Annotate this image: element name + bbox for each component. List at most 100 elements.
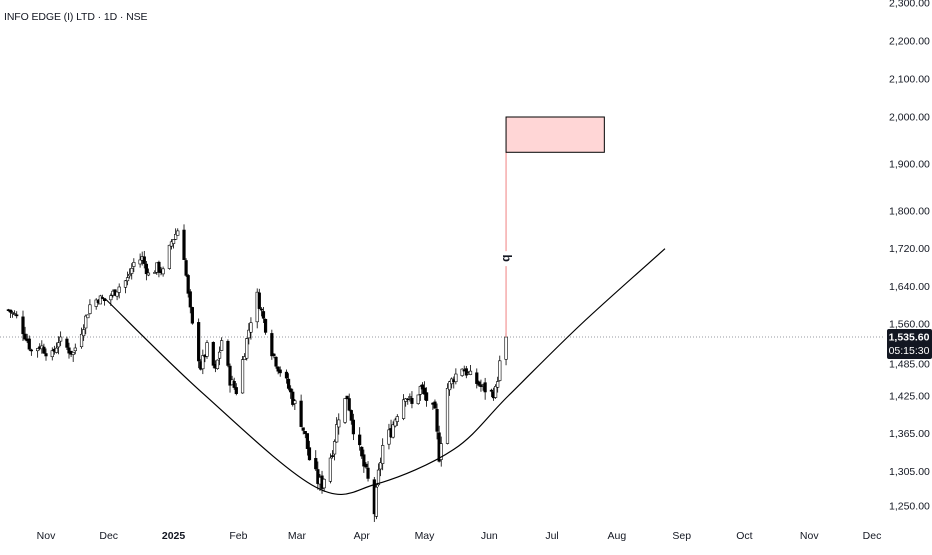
candle-down xyxy=(182,229,186,260)
y-tick-label: 1,900.00 xyxy=(889,159,930,171)
candle-up xyxy=(460,368,464,376)
candle-up xyxy=(79,333,84,348)
candle-up xyxy=(73,347,77,352)
candle-up xyxy=(161,268,165,275)
candle-down xyxy=(29,349,33,352)
candle-up xyxy=(215,359,220,369)
candle-up xyxy=(130,268,134,274)
label-bg xyxy=(500,251,513,267)
candle-down xyxy=(420,384,425,390)
candle-up xyxy=(82,329,86,337)
candle-up xyxy=(498,360,502,381)
candle-down xyxy=(186,275,190,294)
candle-down xyxy=(489,389,494,392)
candle-up xyxy=(408,396,412,398)
candle-down xyxy=(435,409,439,432)
candle-up xyxy=(125,277,130,282)
candle-down xyxy=(406,398,410,401)
candle-up xyxy=(109,295,113,301)
candle-up xyxy=(439,443,443,460)
candle-down xyxy=(27,338,31,350)
candle-up xyxy=(115,291,119,297)
y-tick-label: 2,300.00 xyxy=(889,0,930,10)
candle-up xyxy=(153,272,157,274)
candle-up xyxy=(322,478,326,489)
candle-up xyxy=(123,280,128,288)
candle-down xyxy=(362,454,366,467)
candle-up xyxy=(128,273,132,277)
candle-up xyxy=(447,381,452,391)
candle-down xyxy=(188,291,192,308)
x-tick-label: Jun xyxy=(481,530,498,542)
candle-down xyxy=(23,333,27,340)
candle-up xyxy=(171,239,176,244)
candle-down xyxy=(21,316,25,335)
candle-down xyxy=(301,427,305,431)
candle-down xyxy=(475,372,479,384)
candle-up xyxy=(504,336,508,360)
candle-down xyxy=(422,387,427,395)
candle-up xyxy=(328,457,332,482)
candle-up xyxy=(416,394,420,404)
candle-down xyxy=(211,341,215,366)
x-tick-label: Mar xyxy=(288,530,307,542)
cup-curve xyxy=(104,248,666,496)
y-tick-label: 1,425.00 xyxy=(889,391,930,403)
candle-down xyxy=(479,385,483,387)
candle-down xyxy=(274,356,278,367)
candle-up xyxy=(496,381,500,388)
candle-up xyxy=(381,445,385,464)
candle-down xyxy=(316,469,320,484)
candle-up xyxy=(493,386,498,398)
candle-down xyxy=(351,419,355,435)
candle-down xyxy=(8,309,13,313)
candle-up xyxy=(88,304,92,314)
candle-down xyxy=(286,378,291,389)
candle-down xyxy=(284,371,289,379)
candle-down xyxy=(345,395,349,400)
y-tick-label: 2,200.00 xyxy=(889,36,930,48)
candle-down xyxy=(289,388,293,393)
candle-down xyxy=(226,340,230,366)
candle-down xyxy=(349,410,353,421)
candle-down xyxy=(272,353,276,356)
candle-down xyxy=(360,446,364,457)
x-tick-label: Nov xyxy=(800,530,819,542)
candle-down xyxy=(67,347,71,354)
candle-up xyxy=(36,348,40,352)
candle-up xyxy=(240,359,245,394)
candle-down xyxy=(299,400,303,427)
candle-up xyxy=(391,424,395,438)
candle-up xyxy=(117,286,121,293)
candle-up xyxy=(376,469,381,486)
candle-up xyxy=(205,342,209,357)
candle-down xyxy=(314,458,318,470)
x-tick-label: Apr xyxy=(354,530,371,542)
candle-down xyxy=(433,401,437,409)
candle-down xyxy=(144,263,148,275)
candle-up xyxy=(10,312,15,314)
candle-down xyxy=(197,322,201,362)
candle-up xyxy=(167,244,171,269)
x-tick-label: Aug xyxy=(608,530,627,542)
candle-up xyxy=(220,340,224,351)
candle-up xyxy=(374,486,379,517)
candle-up xyxy=(132,262,136,267)
candle-down xyxy=(464,368,468,376)
candle-down xyxy=(307,447,312,461)
candle-up xyxy=(217,351,222,359)
last-price-badge xyxy=(887,329,932,360)
candle-down xyxy=(228,365,232,386)
candle-up xyxy=(249,322,253,333)
candle-up xyxy=(138,259,142,265)
candle-down xyxy=(44,353,48,357)
candle-down xyxy=(347,398,351,411)
candle-up xyxy=(332,441,337,455)
candle-up xyxy=(245,338,249,359)
candle-up xyxy=(337,419,341,428)
y-tick-label: 1,720.00 xyxy=(889,243,930,255)
candle-down xyxy=(358,434,362,446)
candle-up xyxy=(468,370,473,375)
